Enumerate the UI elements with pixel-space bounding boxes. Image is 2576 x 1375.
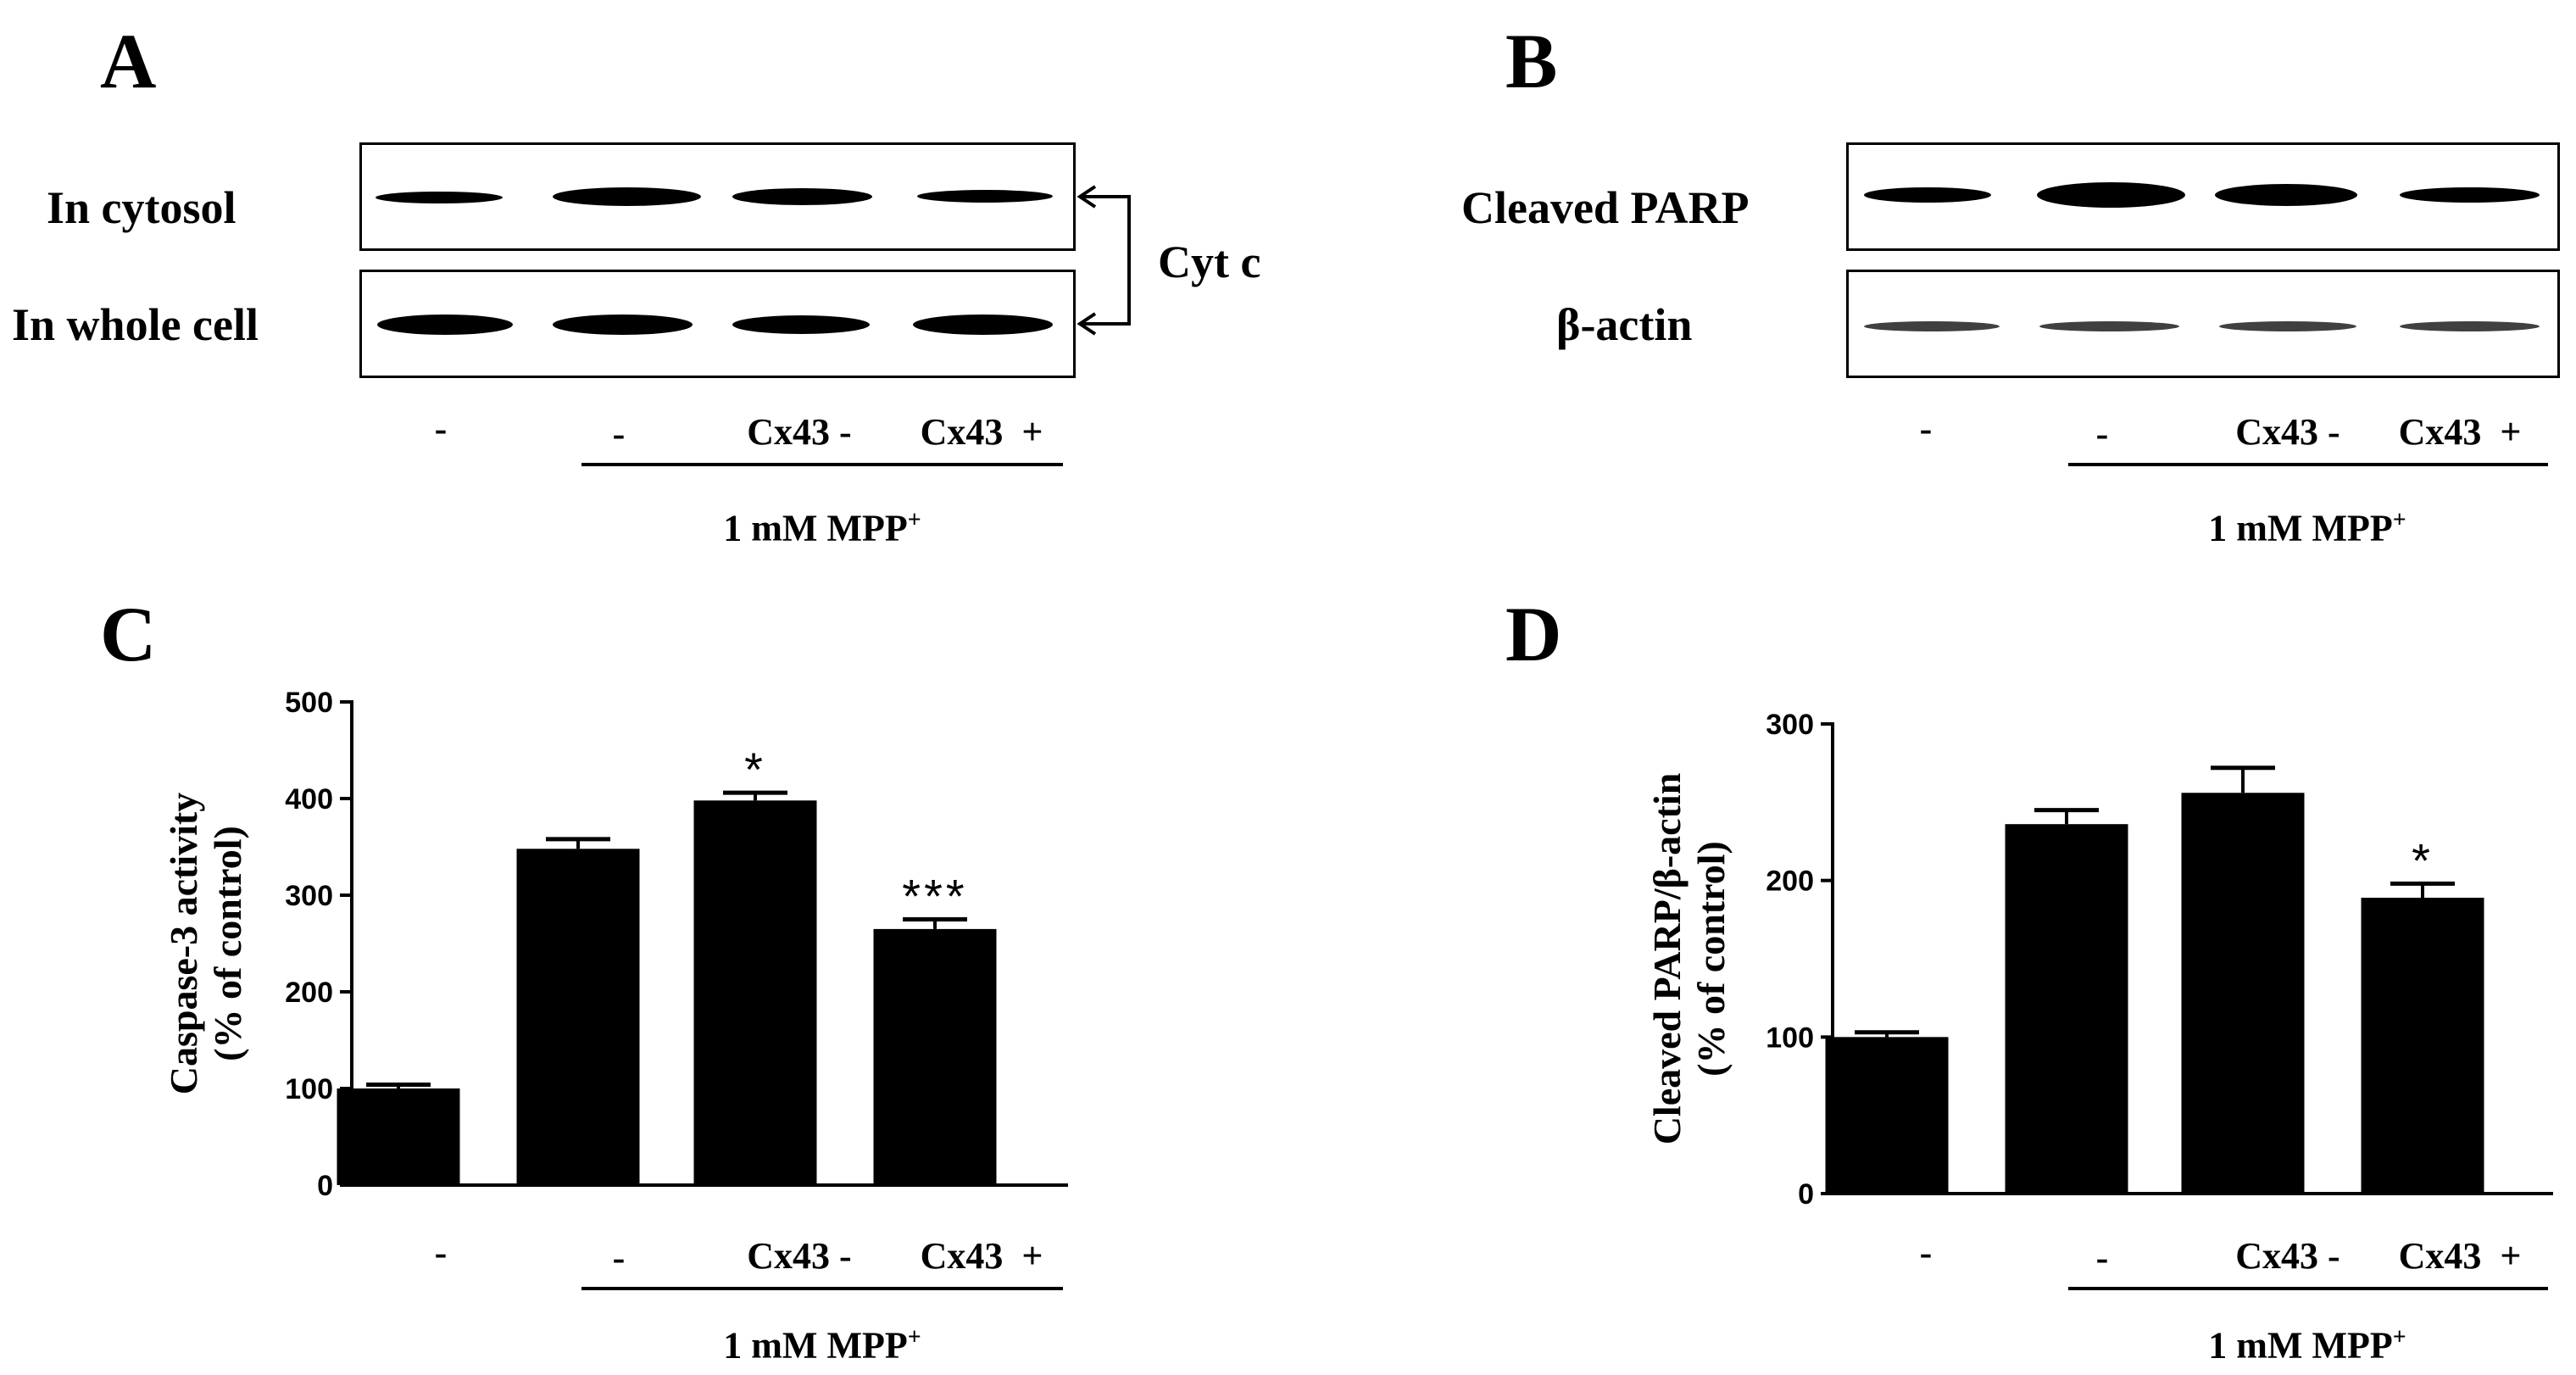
chart-d-y-tick-label-0: 0	[1798, 1178, 1814, 1211]
band-b-parp-2	[2037, 182, 2185, 208]
chart-d-bar-4	[2361, 897, 2484, 1194]
band-b-actin-4	[2400, 321, 2540, 331]
condition-b-2: -	[2095, 413, 2109, 454]
chart-c-bar-3	[693, 800, 817, 1185]
blot-a-whole-cell	[359, 270, 1076, 378]
condition-c-1: -	[434, 1232, 448, 1273]
chart-c-bar-1	[337, 1088, 460, 1185]
chart-d-y-tick-label-2: 200	[1766, 866, 1814, 898]
condition-a-2: -	[612, 413, 626, 454]
panel-b-letter: B	[1505, 18, 1558, 104]
condition-a-4: Cx43 +	[920, 411, 1043, 453]
chart-c-y-axis-label-line-2: (% of control)	[206, 826, 249, 1061]
cyt-c-label: Cyt c	[1158, 237, 1261, 287]
treatment-line-b	[2068, 463, 2548, 466]
chart-c-significance-4: ***	[902, 870, 967, 923]
chart-d-y-tick-label-3: 300	[1766, 709, 1814, 741]
blot-b-parp	[1846, 142, 2560, 251]
condition-d-1: -	[1919, 1232, 1933, 1273]
band-a-whole-3	[732, 315, 870, 334]
condition-a-1: -	[434, 408, 448, 449]
row-label-beta-actin: β-actin	[1556, 299, 1693, 350]
chart-d-bar-1	[1825, 1037, 1949, 1194]
band-b-parp-4	[2400, 187, 2540, 203]
chart-c-y-axis-label-line-1: Caspase-3 activity	[162, 793, 205, 1094]
band-a-whole-1	[377, 315, 513, 335]
chart-c-y-tick-label-1: 100	[285, 1073, 333, 1105]
treatment-label-c: 1 mM MPP+	[723, 1324, 921, 1367]
treatment-line-c	[581, 1287, 1063, 1290]
chart-d-bar-2	[2005, 824, 2128, 1194]
chart-c-bar-4	[873, 928, 997, 1185]
chart-d-bar-3	[2181, 793, 2305, 1194]
chart-c-bar-2	[516, 849, 640, 1185]
chart-d-y-tick-label-1: 100	[1766, 1022, 1814, 1054]
band-a-whole-2	[553, 315, 693, 335]
condition-b-3: Cx43 -	[2235, 411, 2340, 453]
band-a-whole-4	[913, 315, 1053, 335]
band-b-actin-2	[2039, 321, 2179, 331]
panel-d-letter: D	[1505, 591, 1562, 677]
band-a-cytosol-1	[376, 192, 503, 203]
band-a-cytosol-2	[553, 187, 701, 206]
row-label-cleaved-parp: Cleaved PARP	[1461, 182, 1750, 233]
chart-c-y-tick-label-2: 200	[285, 977, 333, 1009]
condition-c-3: Cx43 -	[747, 1235, 852, 1277]
blot-a-cytosol	[359, 142, 1076, 251]
condition-b-1: -	[1919, 408, 1933, 449]
chart-d-y-axis-label-line-1: Cleaved PARP/β-actin	[1645, 773, 1689, 1145]
band-b-actin-3	[2219, 321, 2356, 331]
band-b-parp-1	[1864, 187, 1991, 203]
condition-a-3: Cx43 -	[747, 411, 852, 453]
condition-d-3: Cx43 -	[2235, 1235, 2340, 1277]
row-label-in-whole-cell: In whole cell	[12, 299, 259, 350]
chart-c-y-tick-label-0: 0	[317, 1170, 333, 1202]
treatment-label-a: 1 mM MPP+	[723, 507, 921, 549]
chart-c-y-tick-label-3: 300	[285, 880, 333, 912]
band-b-actin-1	[1864, 321, 2000, 331]
chart-c-y-tick-label-5: 500	[285, 687, 333, 719]
condition-d-4: Cx43 +	[2398, 1235, 2522, 1277]
band-a-cytosol-3	[732, 188, 872, 205]
treatment-line-a	[581, 463, 1063, 466]
panel-c-letter: C	[100, 591, 157, 677]
treatment-label-b: 1 mM MPP+	[2208, 507, 2406, 549]
cyt-c-bracket	[1077, 185, 1131, 336]
chart-c-y-tick-label-4: 400	[285, 783, 333, 816]
chart-c-significance-3: *	[744, 743, 766, 796]
chart-d-significance-4: *	[2412, 833, 2434, 887]
chart-cleaved-parp: 0 100 200 300 * Cleaved PARP/β-actin (% of con…	[1645, 709, 2553, 1211]
condition-c-4: Cx43 +	[920, 1235, 1043, 1277]
row-label-in-cytosol: In cytosol	[47, 182, 236, 233]
condition-b-4: Cx43 +	[2398, 411, 2522, 453]
band-b-parp-3	[2215, 184, 2357, 206]
condition-d-2: -	[2095, 1237, 2109, 1278]
treatment-line-d	[2068, 1287, 2548, 1290]
condition-c-2: -	[612, 1237, 626, 1278]
blot-b-actin	[1846, 270, 2560, 378]
band-a-cytosol-4	[917, 190, 1053, 203]
panel-a-letter: A	[100, 18, 157, 104]
treatment-label-d: 1 mM MPP+	[2208, 1324, 2406, 1367]
chart-d-y-axis-label-line-2: (% of control)	[1689, 841, 1733, 1077]
